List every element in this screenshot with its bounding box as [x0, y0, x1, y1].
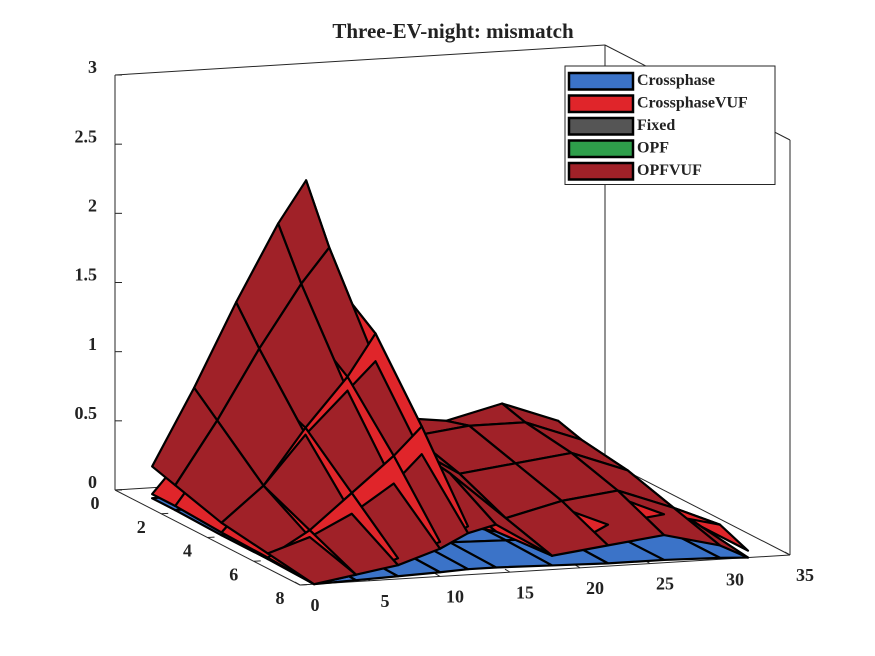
surfaces	[151, 179, 750, 586]
x-tick-label: 25	[656, 574, 674, 594]
z-tick-label: 1.5	[75, 265, 98, 285]
z-tick-label: 3	[88, 57, 97, 77]
legend: Crossphase CrossphaseVUF Fixed OPF OPFVUF	[564, 65, 776, 185]
legend-swatch	[567, 94, 635, 114]
z-tick-label: 1	[88, 334, 97, 354]
x-tick-label: 30	[726, 569, 744, 589]
legend-label: OPF	[637, 139, 669, 156]
y-tick-label: 6	[229, 564, 238, 584]
legend-label: Fixed	[637, 117, 675, 134]
x-tick-label: 5	[381, 591, 390, 611]
legend-swatch	[567, 71, 635, 91]
x-tick-label: 15	[516, 582, 534, 602]
z-tick-label: 0	[88, 472, 97, 492]
x-tick-label: 20	[586, 578, 604, 598]
x-tick-label: 35	[796, 565, 814, 585]
y-tick-label: 4	[183, 541, 192, 561]
legend-swatch	[567, 161, 635, 181]
legend-swatch	[567, 116, 635, 136]
z-tick-label: 2.5	[75, 126, 98, 146]
x-axis-line	[299, 554, 791, 586]
legend-label: Crossphase	[637, 72, 715, 89]
chart-title: Three-EV-night: mismatch	[332, 19, 574, 43]
legend-swatch	[567, 139, 635, 159]
x-tick	[784, 551, 791, 556]
x-tick	[434, 572, 441, 577]
z-tick-label: 2	[88, 195, 97, 215]
x-tick	[504, 568, 511, 573]
box-edge	[114, 44, 606, 76]
z-tick-label: 0.5	[75, 403, 98, 423]
x-tick	[294, 581, 301, 586]
x-tick-label: 10	[446, 587, 464, 607]
y-tick-label: 0	[91, 493, 100, 513]
x-tick-label: 0	[311, 595, 320, 615]
y-tick-label: 8	[276, 588, 285, 608]
legend-label: OPFVUF	[637, 162, 702, 179]
surface-patch	[266, 535, 358, 586]
y-tick-label: 2	[137, 517, 146, 537]
legend-label: CrossphaseVUF	[637, 94, 748, 111]
